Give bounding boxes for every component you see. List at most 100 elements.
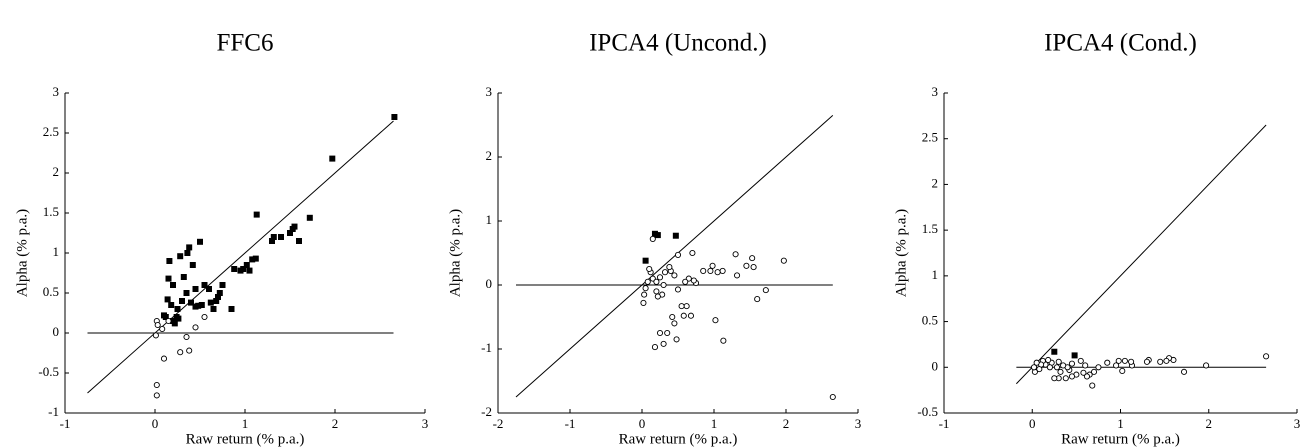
y-tick-label: 2.5 <box>922 130 938 145</box>
y-tick-label: 3 <box>932 84 939 99</box>
point <box>651 344 659 351</box>
point <box>180 274 187 280</box>
point <box>175 315 182 322</box>
point <box>1055 358 1062 365</box>
y-axis-label: Alpha (% p.a.) <box>447 209 463 297</box>
y-tick-label: 1 <box>53 244 60 259</box>
point <box>1068 373 1076 380</box>
point <box>159 325 166 333</box>
point <box>164 296 171 303</box>
y-tick-label: 2 <box>932 175 939 190</box>
point <box>644 278 651 285</box>
y-tick-label: 1 <box>486 212 493 227</box>
x-tick-label: 3 <box>1294 416 1301 431</box>
point <box>1157 358 1164 365</box>
chart-title: FFC6 <box>217 30 274 57</box>
point <box>289 226 296 232</box>
y-tick-label: 3 <box>53 84 60 99</box>
point <box>189 262 196 268</box>
point <box>687 312 695 319</box>
point <box>690 277 697 284</box>
point <box>1095 364 1102 371</box>
point <box>183 333 190 341</box>
y-tick-label: 0 <box>932 358 939 373</box>
point <box>179 298 185 304</box>
point <box>1163 357 1170 364</box>
point <box>642 257 649 264</box>
y-axis-label: Alpha (% p.a.) <box>893 209 909 297</box>
point <box>680 312 687 319</box>
point <box>656 329 664 337</box>
point <box>1057 368 1064 375</box>
x-tick-label: 1 <box>711 416 718 431</box>
point <box>183 290 190 296</box>
point <box>153 381 160 389</box>
point <box>329 155 336 162</box>
point <box>1077 357 1084 364</box>
point <box>237 267 244 274</box>
point <box>1115 357 1122 364</box>
point <box>1203 362 1210 369</box>
point <box>206 286 212 292</box>
x-tick-label: -2 <box>493 416 504 431</box>
point <box>661 269 669 276</box>
x-tick-label: 0 <box>152 416 159 431</box>
point <box>671 272 678 279</box>
point <box>714 269 721 276</box>
y-tick-label: 0.5 <box>43 284 59 299</box>
x-tick-label: -1 <box>60 416 71 431</box>
point <box>306 214 313 221</box>
point <box>656 274 664 281</box>
point <box>654 232 661 239</box>
point <box>660 340 667 347</box>
point <box>1053 364 1061 371</box>
y-tick-label: 1.5 <box>43 204 59 219</box>
point <box>269 238 275 244</box>
x-axis-label: Raw return (% p.a.) <box>1061 431 1180 447</box>
point <box>1113 362 1120 369</box>
x-axis-label: Raw return (% p.a.) <box>186 431 305 447</box>
point <box>177 253 184 260</box>
point <box>707 267 714 274</box>
point <box>649 235 656 242</box>
point <box>641 291 648 298</box>
point <box>171 320 178 327</box>
point <box>1033 359 1040 366</box>
point <box>197 238 203 245</box>
y-tick-label: 2 <box>53 164 60 179</box>
point <box>1030 364 1038 371</box>
x-tick-label: -1 <box>565 416 576 431</box>
point <box>253 211 260 218</box>
point <box>201 282 208 288</box>
point <box>186 347 193 354</box>
point <box>646 265 653 273</box>
point <box>674 251 682 258</box>
point <box>168 302 175 308</box>
chart-title: IPCA4 (Cond.) <box>1044 30 1197 57</box>
point <box>733 272 741 279</box>
point <box>1104 359 1111 366</box>
y-tick-label: 2 <box>486 148 493 163</box>
point <box>712 317 719 324</box>
point <box>391 114 398 120</box>
y-tick-label: -2 <box>481 404 492 419</box>
x-tick-label: 1 <box>1117 416 1124 431</box>
point <box>153 392 160 399</box>
point <box>683 303 690 310</box>
point <box>192 324 199 331</box>
reference-line <box>1016 124 1267 385</box>
point <box>243 262 250 268</box>
point <box>270 234 277 240</box>
y-tick-label: -1 <box>48 404 59 419</box>
point <box>1143 358 1151 365</box>
x-tick-label: 3 <box>855 416 862 431</box>
point <box>252 255 259 262</box>
point <box>192 303 199 310</box>
y-tick-label: 0.5 <box>922 313 938 328</box>
point <box>213 298 220 304</box>
point <box>1119 367 1126 374</box>
x-tick-label: 1 <box>242 416 249 431</box>
point <box>249 256 256 263</box>
point <box>1089 382 1096 389</box>
point <box>653 288 660 295</box>
